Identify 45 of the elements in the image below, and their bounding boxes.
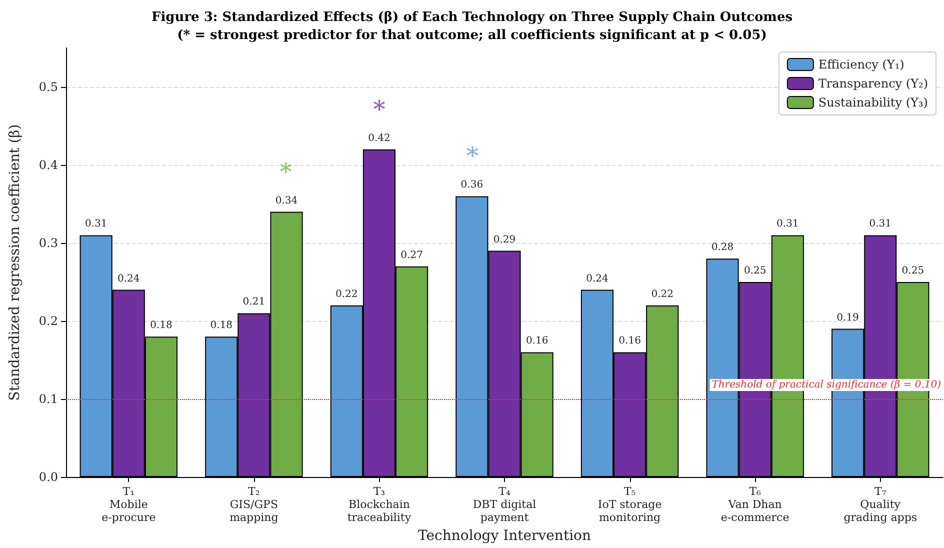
data-label: 0.36: [460, 180, 484, 191]
x-tick-label: T₆ Van Dhan e-commerce: [720, 485, 790, 524]
y-tick-label: 0.5: [38, 80, 58, 94]
x-tick-label: T₄ DBT digital payment: [472, 485, 537, 524]
chart-subtitle: (* = strongest predictor for that outcome; all coefficients significant at p < 0.05): [177, 28, 767, 43]
data-label: 0.27: [400, 250, 423, 261]
data-label: 0.31: [84, 218, 108, 230]
y-tick-label: 0.0: [38, 470, 58, 484]
y-tick-label: 0.3: [38, 236, 58, 250]
data-label: 0.24: [586, 273, 608, 284]
data-label: 0.16: [618, 336, 641, 347]
annotation: *: [466, 142, 478, 170]
annotation: *: [373, 95, 386, 124]
annotation: *: [280, 158, 292, 186]
data-label: 0.31: [776, 218, 799, 230]
data-label: 0.22: [336, 288, 358, 300]
data-label: 0.24: [118, 273, 140, 284]
data-label: 0.18: [210, 320, 232, 332]
x-axis-title: Technology Intervention: [418, 528, 591, 544]
chart-title: Figure 3: Standardized Effects (β) of Each Technology on Three Supply Chain Outcomes: [151, 10, 793, 25]
data-label: 0.19: [836, 312, 859, 324]
data-label: 0.28: [711, 242, 734, 254]
data-label: 0.22: [651, 288, 674, 300]
legend-label: Transparency (Y₂): [818, 76, 928, 90]
ref-line-label: Threshold of practical significance (β = 0.10): [712, 380, 942, 390]
data-label: 0.25: [744, 266, 766, 276]
data-label: 0.31: [869, 218, 892, 230]
legend-label: Sustainability (Y₃): [818, 96, 928, 110]
y-tick-label: 0.2: [38, 314, 58, 328]
x-tick-label: T₅ IoT storage monitoring: [598, 485, 662, 524]
y-tick-label: 0.1: [38, 392, 58, 406]
x-tick-label: T₇ Quality grading apps: [844, 485, 918, 524]
data-label: 0.16: [526, 336, 548, 347]
data-label: 0.18: [150, 320, 172, 332]
data-label: 0.42: [368, 132, 390, 144]
x-tick-label: T₂ GIS/GPS mapping: [230, 485, 278, 524]
y-axis-title: Standardized regression coefficient (β): [7, 124, 23, 401]
legend-label: Efficiency (Y₁): [818, 58, 904, 72]
data-label: 0.29: [493, 234, 516, 246]
y-tick-label: 0.4: [38, 158, 58, 172]
x-tick-label: T₁ Mobile e-procure: [102, 485, 156, 524]
x-tick-label: T₃ Blockchain traceability: [347, 485, 412, 524]
data-label: 0.34: [275, 195, 298, 206]
data-label: 0.21: [242, 296, 266, 308]
data-label: 0.25: [902, 266, 924, 276]
